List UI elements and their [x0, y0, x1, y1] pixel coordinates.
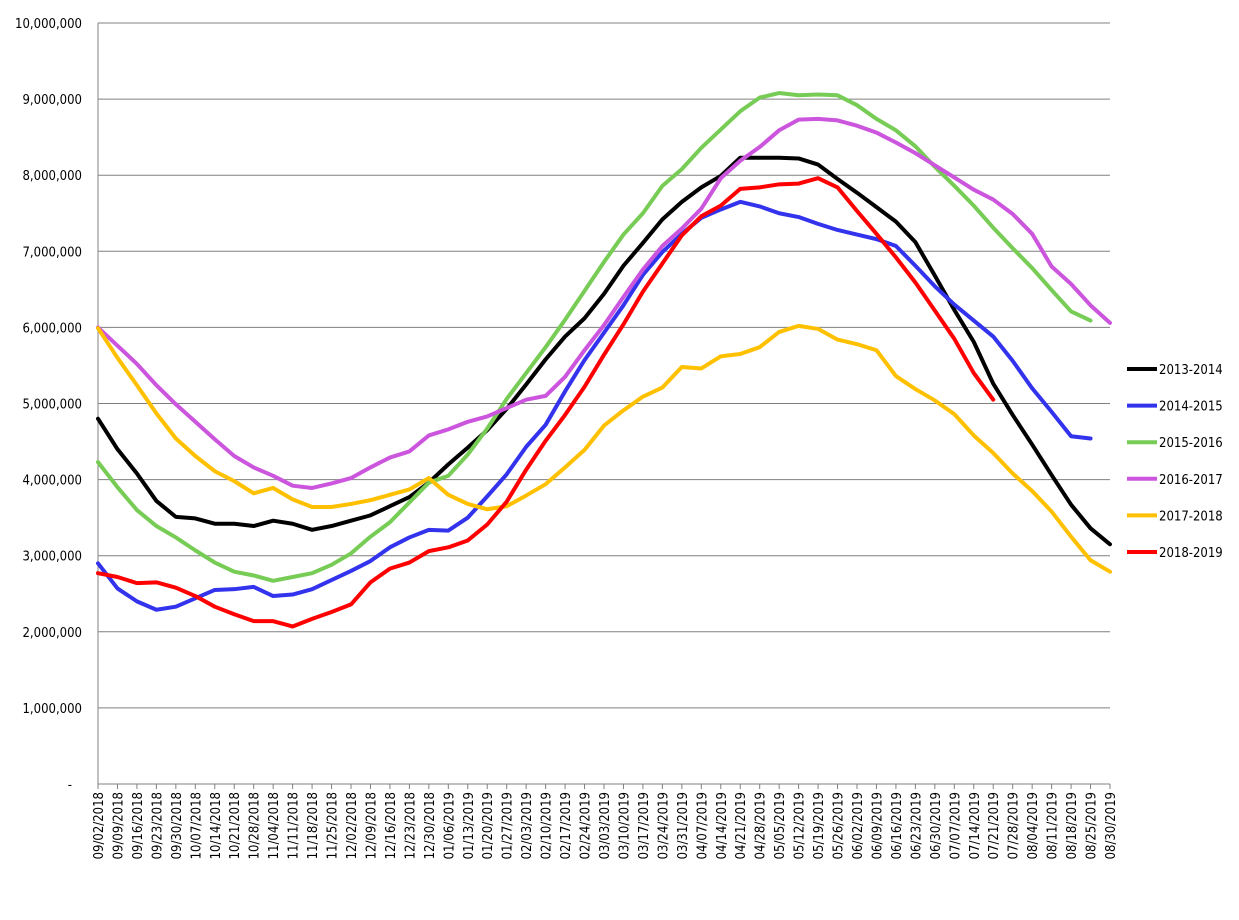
x-tick-label: 02/10/2019: [540, 792, 555, 859]
x-tick-label: 11/04/2018: [267, 792, 282, 859]
x-tick-label: 07/14/2019: [968, 792, 983, 859]
y-tick-label: 1,000,000: [22, 702, 82, 717]
series-line-2016-2017: [96, 116, 1112, 490]
x-tick-label: 03/17/2019: [637, 792, 652, 859]
x-tick-label: 12/16/2018: [384, 792, 399, 859]
x-tick-label: 11/11/2018: [287, 792, 302, 859]
x-tick-label: 05/26/2019: [832, 792, 847, 859]
x-axis-tick-labels: 09/02/2018 09/09/2018 09/16/2018 09/23/2018…: [92, 792, 1119, 859]
x-tick-label: 12/02/2018: [345, 792, 360, 859]
x-tick-label: 09/09/2018: [111, 792, 126, 859]
y-tick-label: 9,000,000: [22, 93, 82, 108]
series-line-2017-2018: [96, 323, 1112, 574]
x-tick-label: 10/28/2018: [248, 792, 263, 859]
x-tick-label: 02/03/2019: [520, 792, 535, 859]
x-tick-label: 06/30/2019: [929, 792, 944, 859]
x-tick-label: 10/21/2018: [228, 792, 243, 859]
x-tick-label: 05/05/2019: [773, 792, 788, 859]
x-tick-label: 07/07/2019: [948, 792, 963, 859]
x-tick-label: 08/11/2019: [1046, 792, 1061, 859]
x-tick-label: 01/20/2019: [481, 792, 496, 859]
y-tick-label: 6,000,000: [22, 321, 82, 336]
x-tick-label: 08/25/2019: [1085, 792, 1100, 859]
x-tick-label: 12/23/2018: [403, 792, 418, 859]
x-tick-label: 09/02/2018: [92, 792, 107, 859]
x-tick-label: 09/30/2018: [170, 792, 185, 859]
x-tick-label: 01/13/2019: [462, 792, 477, 859]
y-tick-label: 8,000,000: [22, 169, 82, 184]
series-line-2018-2019: [96, 176, 996, 629]
legend-label: 2015-2016: [1159, 436, 1223, 451]
x-tick-label: 10/07/2018: [189, 792, 204, 859]
x-tick-label: 10/14/2018: [209, 792, 224, 859]
x-tick-label: 03/24/2019: [656, 792, 671, 859]
series-lines: [96, 91, 1112, 629]
legend-label: 2014-2015: [1159, 400, 1223, 415]
series-line-2013-2014: [96, 155, 1112, 547]
gridlines: [98, 22, 1110, 709]
x-tick-label: 05/19/2019: [812, 792, 827, 859]
y-tick-label: 7,000,000: [22, 245, 82, 260]
x-tick-label: 12/30/2018: [423, 792, 438, 859]
x-tick-label: 06/16/2019: [890, 792, 905, 859]
y-tick-label: 10,000,000: [15, 17, 82, 32]
x-tick-label: 06/02/2019: [851, 792, 866, 859]
series-line-2014-2015: [96, 199, 1093, 612]
x-tick-label: 11/25/2018: [326, 792, 341, 859]
x-tick-label: 01/06/2019: [442, 792, 457, 859]
x-tick-label: 05/12/2019: [793, 792, 808, 859]
x-tick-label: 06/09/2019: [870, 792, 885, 859]
x-tick-label: 02/17/2019: [559, 792, 574, 859]
y-tick-label: -: [68, 778, 72, 793]
x-tick-label: 03/03/2019: [598, 792, 613, 859]
x-tick-label: 08/30/2019: [1104, 792, 1119, 859]
x-tick-label: 02/24/2019: [579, 792, 594, 859]
x-tick-label: 09/23/2018: [150, 792, 165, 859]
legend-label: 2017-2018: [1159, 509, 1223, 524]
x-tick-label: 06/23/2019: [909, 792, 924, 859]
y-tick-label: 4,000,000: [22, 474, 82, 489]
x-tick-label: 04/14/2019: [715, 792, 730, 859]
y-axis-tick-labels: - 1,000,000 2,000,000 3,000,000 4,000,000 5,0…: [15, 17, 82, 793]
y-tick-label: 3,000,000: [22, 550, 82, 565]
legend: 2013-2014 2014-2015 2015-2016 2016-2017 2017…: [1127, 363, 1223, 561]
x-tick-label: 08/18/2019: [1065, 792, 1080, 859]
x-tick-label: 01/27/2019: [501, 792, 516, 859]
axes: [97, 23, 1111, 789]
x-tick-label: 11/18/2018: [306, 792, 321, 859]
x-tick-label: 07/28/2019: [1007, 792, 1022, 859]
x-tick-label: 09/16/2018: [131, 792, 146, 859]
y-tick-label: 5,000,000: [22, 398, 82, 413]
y-tick-label: 2,000,000: [22, 626, 82, 641]
x-tick-label: 03/31/2019: [676, 792, 691, 859]
x-tick-label: 04/07/2019: [695, 792, 710, 859]
x-tick-label: 07/21/2019: [987, 792, 1002, 859]
x-tick-label: 12/09/2018: [364, 792, 379, 859]
x-tick-label: 03/10/2019: [617, 792, 632, 859]
x-tick-label: 04/28/2019: [754, 792, 769, 859]
legend-label: 2018-2019: [1159, 546, 1223, 561]
legend-label: 2016-2017: [1159, 473, 1223, 488]
x-tick-label: 08/04/2019: [1026, 792, 1041, 859]
legend-label: 2013-2014: [1159, 363, 1223, 378]
series-line-2015-2016: [96, 91, 1093, 583]
x-tick-label: 04/21/2019: [734, 792, 749, 859]
